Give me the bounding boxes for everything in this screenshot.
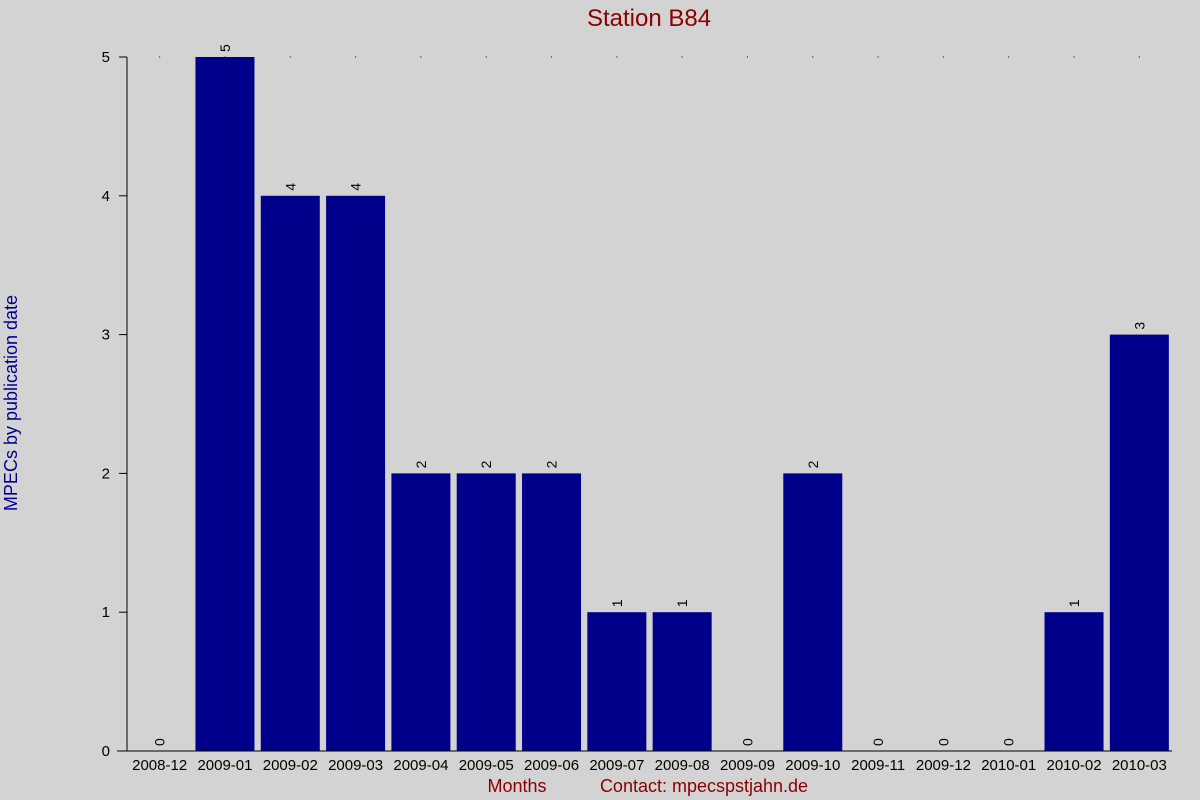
x-tick-label: 2010-03 <box>1112 757 1167 774</box>
x-tick-label: 2010-02 <box>1047 757 1102 774</box>
data-label: 0 <box>935 738 951 746</box>
bar <box>456 473 516 751</box>
x-tick-label: 2009-03 <box>328 757 383 774</box>
data-label: 1 <box>609 599 625 607</box>
grid-dot <box>420 56 422 58</box>
x-tick-label: 2009-02 <box>263 757 318 774</box>
data-label: 0 <box>870 738 886 746</box>
x-tick-label: 2009-08 <box>655 757 710 774</box>
y-axis-label: MPECs by publication date <box>1 295 21 511</box>
x-axis-ticks: 2008-12 2009-01 2009-02 2009-03 2009-04 2009-… <box>132 757 1167 774</box>
x-tick-label: 2008-12 <box>132 757 187 774</box>
bar <box>1109 334 1169 751</box>
data-label: 3 <box>1131 322 1147 330</box>
axes <box>117 57 1172 752</box>
grid-dot <box>551 56 553 58</box>
bars <box>195 57 1169 752</box>
x-tick-label: 2009-12 <box>916 757 971 774</box>
data-label: 1 <box>1066 599 1082 607</box>
data-label: 0 <box>739 738 755 746</box>
data-label: 0 <box>152 738 168 746</box>
grid-dot <box>616 56 618 58</box>
y-tick-label: 3 <box>102 327 110 344</box>
grid-dot <box>289 56 291 58</box>
x-tick-label: 2009-01 <box>197 757 252 774</box>
y-axis-ticks: 0 1 2 3 4 5 <box>102 49 127 760</box>
contact-text: Contact: mpecsрstjahn.de <box>600 776 808 796</box>
x-tick-label: 2009-11 <box>851 757 905 774</box>
y-tick-label: 2 <box>102 465 110 482</box>
grid-dot <box>355 56 357 58</box>
grid-dot <box>1073 56 1075 58</box>
grid-dot <box>812 56 814 58</box>
data-label: 4 <box>282 183 298 191</box>
bar <box>1044 612 1104 751</box>
x-axis-label: Months <box>487 776 546 796</box>
data-label: 2 <box>478 460 494 468</box>
y-tick-label: 0 <box>102 743 110 760</box>
grid-dot <box>1138 56 1140 58</box>
grid-dots <box>159 56 1140 58</box>
x-tick-label: 2009-06 <box>524 757 579 774</box>
data-label: 2 <box>805 460 821 468</box>
bar <box>260 195 320 752</box>
data-label: 2 <box>413 460 429 468</box>
bar <box>652 612 712 751</box>
x-tick-label: 2009-07 <box>589 757 644 774</box>
x-tick-label: 2009-10 <box>785 757 840 774</box>
grid-dot <box>1008 56 1010 58</box>
bar <box>391 473 451 751</box>
data-label: 2 <box>544 460 560 468</box>
y-tick-label: 1 <box>102 604 110 621</box>
bar <box>195 57 255 751</box>
bar <box>587 612 647 751</box>
data-label: 4 <box>348 183 364 191</box>
bar <box>522 473 582 751</box>
x-tick-label: 2009-05 <box>459 757 514 774</box>
grid-dot <box>877 56 879 58</box>
grid-dot <box>159 56 161 58</box>
x-tick-label: 2009-04 <box>393 757 448 774</box>
bar <box>326 195 386 752</box>
bar <box>783 473 843 751</box>
grid-dot <box>942 56 944 58</box>
data-label: 5 <box>217 44 233 52</box>
x-tick-label: 2010-01 <box>981 757 1036 774</box>
grid-dot <box>746 56 748 58</box>
chart-title: Station B84 <box>587 5 711 32</box>
y-tick-label: 4 <box>102 188 110 205</box>
x-tick-label: 2009-09 <box>720 757 775 774</box>
y-tick-label: 5 <box>102 49 110 66</box>
data-label: 1 <box>674 599 690 607</box>
grid-dot <box>485 56 487 58</box>
data-label: 0 <box>1001 738 1017 746</box>
data-labels: 0 5 4 4 2 2 2 1 1 0 2 0 0 0 1 3 <box>152 44 1148 746</box>
grid-dot <box>681 56 683 58</box>
